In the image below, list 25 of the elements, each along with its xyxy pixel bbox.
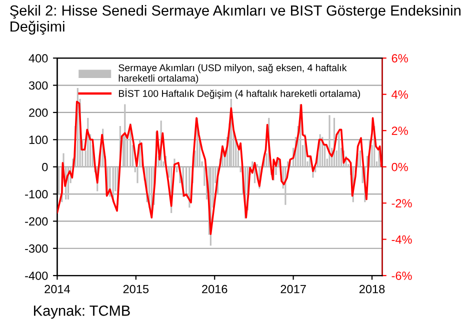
y2-tick-label: -4% — [392, 235, 412, 244]
x-tick-label: 2014 — [44, 284, 70, 294]
y2-tick-label: -2% — [392, 199, 412, 208]
y2-tick-label: -6% — [392, 272, 412, 280]
y2-tick-label: 6% — [392, 54, 408, 62]
x-tick-label: 2015 — [123, 284, 149, 294]
y-tick-label: 200 — [29, 108, 48, 117]
text: Kaynak: TCMB — [34, 305, 130, 319]
x-tick-label: 2016 — [202, 284, 228, 294]
x-tick-label: 2018 — [359, 284, 385, 294]
y-tick-label: 100 — [29, 136, 48, 144]
y-tick-label: 400 — [28, 54, 48, 62]
chart-title: Şekil 2: Hisse Senedi Sermaye Akımları ve BIST Gösterge Endeksinin Değişimi — [10, 4, 460, 35]
legend-label: Sermaye Akımları (USD milyon, sağ eksen, 4 haftalık hareketli ortalama) — [118, 64, 347, 84]
y-tick-label: 0 — [42, 162, 48, 172]
y-tick-label: -300 — [25, 244, 48, 253]
y2-tick-label: 4% — [392, 90, 408, 99]
y-tick-label: 300 — [28, 81, 48, 90]
y2-tick-label: 2% — [392, 126, 408, 135]
x-tick-label: 2017 — [280, 284, 306, 294]
y-tick-label: -100 — [25, 190, 48, 198]
legend-label: BİST 100 Haftalık Değişim (4 haftalık hareketli ortalama) — [118, 88, 360, 99]
y2-tick-label: 0% — [392, 162, 408, 172]
y-tick-label: -400 — [25, 272, 48, 280]
y-tick-label: -200 — [25, 217, 48, 226]
